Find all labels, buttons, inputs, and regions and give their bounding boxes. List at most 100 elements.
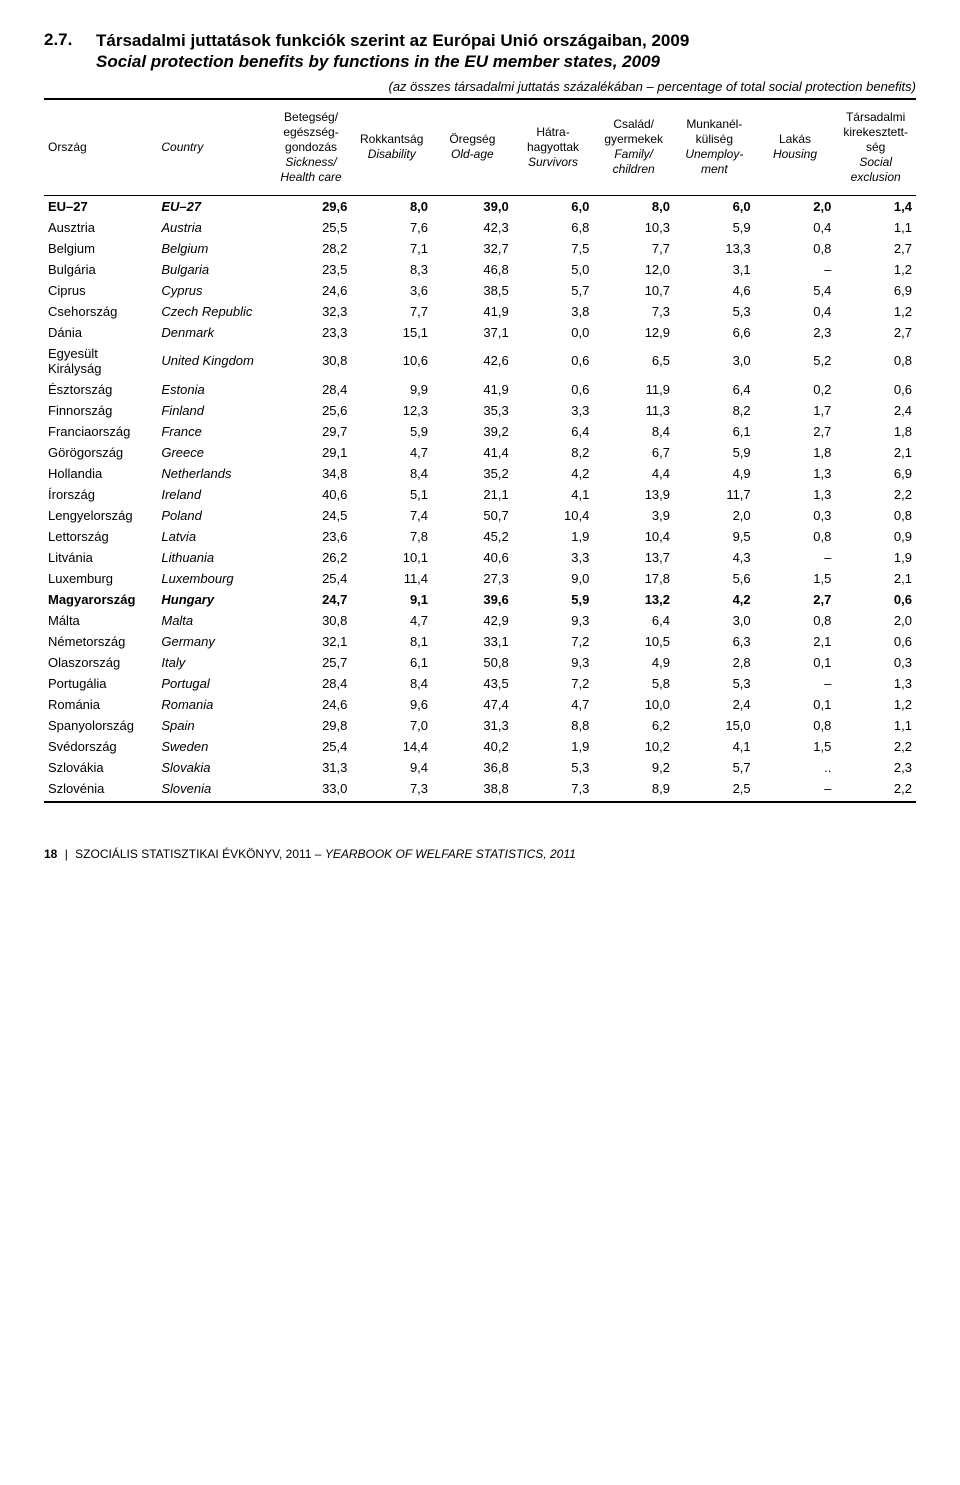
cell-country-en: Poland: [157, 505, 270, 526]
table-row: CiprusCyprus24,63,638,55,710,74,65,46,9: [44, 280, 916, 301]
cell-value: 8,2: [513, 442, 594, 463]
cell-country-hu: Ausztria: [44, 217, 157, 238]
cell-value: 7,1: [351, 238, 432, 259]
cell-value: 1,9: [835, 547, 916, 568]
data-table: OrszágCountryBetegség/egészség-gondozásS…: [44, 100, 916, 799]
cell-country-en: Bulgaria: [157, 259, 270, 280]
cell-value: 4,2: [513, 463, 594, 484]
table-row: BulgáriaBulgaria23,58,346,85,012,03,1–1,…: [44, 259, 916, 280]
cell-value: 0,6: [513, 379, 594, 400]
cell-value: 0,8: [835, 343, 916, 379]
table-row: FinnországFinland25,612,335,33,311,38,21…: [44, 400, 916, 421]
cell-value: 7,5: [513, 238, 594, 259]
cell-value: 13,9: [593, 484, 674, 505]
cell-value: 0,9: [835, 526, 916, 547]
cell-value: 24,6: [271, 280, 352, 301]
cell-value: 38,8: [432, 778, 513, 799]
subtitle: (az összes társadalmi juttatás százaléká…: [44, 79, 916, 94]
cell-country-hu: Svédország: [44, 736, 157, 757]
cell-value: 7,6: [351, 217, 432, 238]
cell-value: 27,3: [432, 568, 513, 589]
cell-value: 40,6: [271, 484, 352, 505]
cell-value: 32,7: [432, 238, 513, 259]
cell-country-en: Estonia: [157, 379, 270, 400]
cell-country-en: Slovenia: [157, 778, 270, 799]
cell-country-hu: Lengyelország: [44, 505, 157, 526]
cell-country-hu: Portugália: [44, 673, 157, 694]
cell-value: 5,3: [674, 301, 755, 322]
cell-value: 6,1: [674, 421, 755, 442]
table-row: SzlovákiaSlovakia31,39,436,85,39,25,7..2…: [44, 757, 916, 778]
cell-value: 13,2: [593, 589, 674, 610]
cell-country-hu: Lettország: [44, 526, 157, 547]
cell-country-hu: Litvánia: [44, 547, 157, 568]
cell-country-hu: EU–27: [44, 195, 157, 217]
cell-value: 13,3: [674, 238, 755, 259]
cell-value: 10,5: [593, 631, 674, 652]
col-header-en: Survivors: [517, 155, 590, 170]
cell-country-en: Cyprus: [157, 280, 270, 301]
cell-value: 0,6: [513, 343, 594, 379]
table-row: MagyarországHungary24,79,139,65,913,24,2…: [44, 589, 916, 610]
cell-country-hu: Észtország: [44, 379, 157, 400]
footer-text-en: YEARBOOK OF WELFARE STATISTICS, 2011: [325, 847, 576, 861]
col-header-hu: Öregség: [436, 132, 509, 147]
cell-value: 8,8: [513, 715, 594, 736]
cell-country-hu: Dánia: [44, 322, 157, 343]
cell-value: 3,6: [351, 280, 432, 301]
cell-value: 7,4: [351, 505, 432, 526]
cell-value: 3,9: [593, 505, 674, 526]
cell-value: 34,8: [271, 463, 352, 484]
table-row: CsehországCzech Republic32,37,741,93,87,…: [44, 301, 916, 322]
cell-value: 4,2: [674, 589, 755, 610]
cell-value: 6,1: [351, 652, 432, 673]
cell-value: 7,8: [351, 526, 432, 547]
cell-value: 11,4: [351, 568, 432, 589]
cell-country-en: Hungary: [157, 589, 270, 610]
col-header-country_en: Country: [157, 100, 270, 196]
table-row: LengyelországPoland24,57,450,710,43,92,0…: [44, 505, 916, 526]
cell-country-en: France: [157, 421, 270, 442]
table-row: FranciaországFrance29,75,939,26,48,46,12…: [44, 421, 916, 442]
cell-value: 2,0: [674, 505, 755, 526]
cell-value: 41,9: [432, 301, 513, 322]
cell-value: 10,0: [593, 694, 674, 715]
cell-value: 0,0: [513, 322, 594, 343]
cell-value: 50,8: [432, 652, 513, 673]
cell-value: 31,3: [271, 757, 352, 778]
cell-value: 5,7: [674, 757, 755, 778]
table-head-row: OrszágCountryBetegség/egészség-gondozásS…: [44, 100, 916, 196]
cell-value: 1,8: [755, 442, 836, 463]
cell-value: 8,2: [674, 400, 755, 421]
cell-value: 42,9: [432, 610, 513, 631]
cell-value: 4,7: [351, 442, 432, 463]
table-row: SzlovéniaSlovenia33,07,338,87,38,92,5–2,…: [44, 778, 916, 799]
cell-value: 33,0: [271, 778, 352, 799]
col-header-en: Country: [161, 140, 266, 155]
cell-value: 1,5: [755, 736, 836, 757]
cell-value: 32,1: [271, 631, 352, 652]
col-header-hu: Család/gyermekek: [597, 117, 670, 147]
cell-value: 9,6: [351, 694, 432, 715]
cell-value: 29,1: [271, 442, 352, 463]
cell-value: 3,3: [513, 400, 594, 421]
bottom-rule: [44, 801, 916, 803]
cell-value: 5,9: [513, 589, 594, 610]
cell-value: –: [755, 673, 836, 694]
page-footer: 18 | SZOCIÁLIS STATISZTIKAI ÉVKÖNYV, 201…: [44, 847, 916, 861]
cell-value: 41,4: [432, 442, 513, 463]
cell-value: 43,5: [432, 673, 513, 694]
cell-country-hu: Románia: [44, 694, 157, 715]
cell-value: 2,0: [835, 610, 916, 631]
cell-country-en: Spain: [157, 715, 270, 736]
cell-value: 4,4: [593, 463, 674, 484]
cell-value: 41,9: [432, 379, 513, 400]
cell-value: 23,3: [271, 322, 352, 343]
cell-value: 10,7: [593, 280, 674, 301]
cell-value: 1,7: [755, 400, 836, 421]
cell-value: 40,2: [432, 736, 513, 757]
cell-value: 4,9: [674, 463, 755, 484]
cell-country-hu: Írország: [44, 484, 157, 505]
cell-value: 4,1: [513, 484, 594, 505]
cell-value: 10,2: [593, 736, 674, 757]
